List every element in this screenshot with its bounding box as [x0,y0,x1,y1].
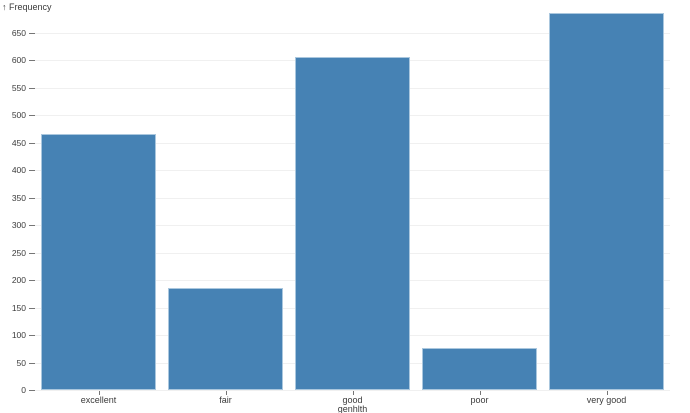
bar-excellent [41,133,156,390]
y-tick-label: 650 [11,27,26,38]
y-tick-label: 250 [11,247,26,258]
bar-fair [168,287,283,390]
x-tick-label: very good [586,395,627,405]
y-tick-label: 550 [11,82,26,93]
x-tick-label: good [342,395,363,405]
bar-poor [422,348,537,390]
y-tick-mark [29,252,35,254]
y-axis-label: ↑ Frequency [2,2,52,12]
x-tick-mark [98,391,100,395]
y-tick-mark [29,335,35,337]
y-tick-label: 0 [21,384,26,395]
y-tick-label: 500 [11,110,26,121]
x-tick-mark [479,391,481,395]
y-tick-label: 150 [11,302,26,313]
x-tick-mark [225,391,227,395]
gridline [35,33,670,34]
y-tick-label: 100 [11,329,26,340]
x-axis-title: genhlth [337,404,368,413]
y-tick-label: 350 [11,192,26,203]
y-tick-mark [29,280,35,282]
y-tick-mark [29,87,35,89]
y-tick-mark [29,33,35,34]
y-tick-mark [29,142,35,144]
x-tick-mark [352,391,354,395]
y-tick-label: 200 [11,274,26,285]
y-tick-label: 50 [16,357,26,368]
y-tick-mark [29,60,35,62]
y-tick-label: 400 [11,165,26,176]
y-tick-mark [29,307,35,309]
y-tick-label: 600 [11,55,26,66]
y-tick-mark [29,170,35,172]
y-tick-mark [29,115,35,117]
y-tick-label: 300 [11,219,26,230]
y-tick-mark [29,225,35,227]
bar-good [295,56,410,390]
y-tick-mark [29,390,35,391]
x-tick-mark [606,391,608,395]
y-tick-mark [29,362,35,364]
x-tick-label: excellent [80,395,117,405]
y-tick-mark [29,197,35,199]
gridline [35,390,670,391]
y-tick-label: 450 [11,137,26,148]
x-tick-label: poor [470,395,489,405]
bar-very-good [549,13,664,390]
x-tick-label: fair [219,395,232,405]
